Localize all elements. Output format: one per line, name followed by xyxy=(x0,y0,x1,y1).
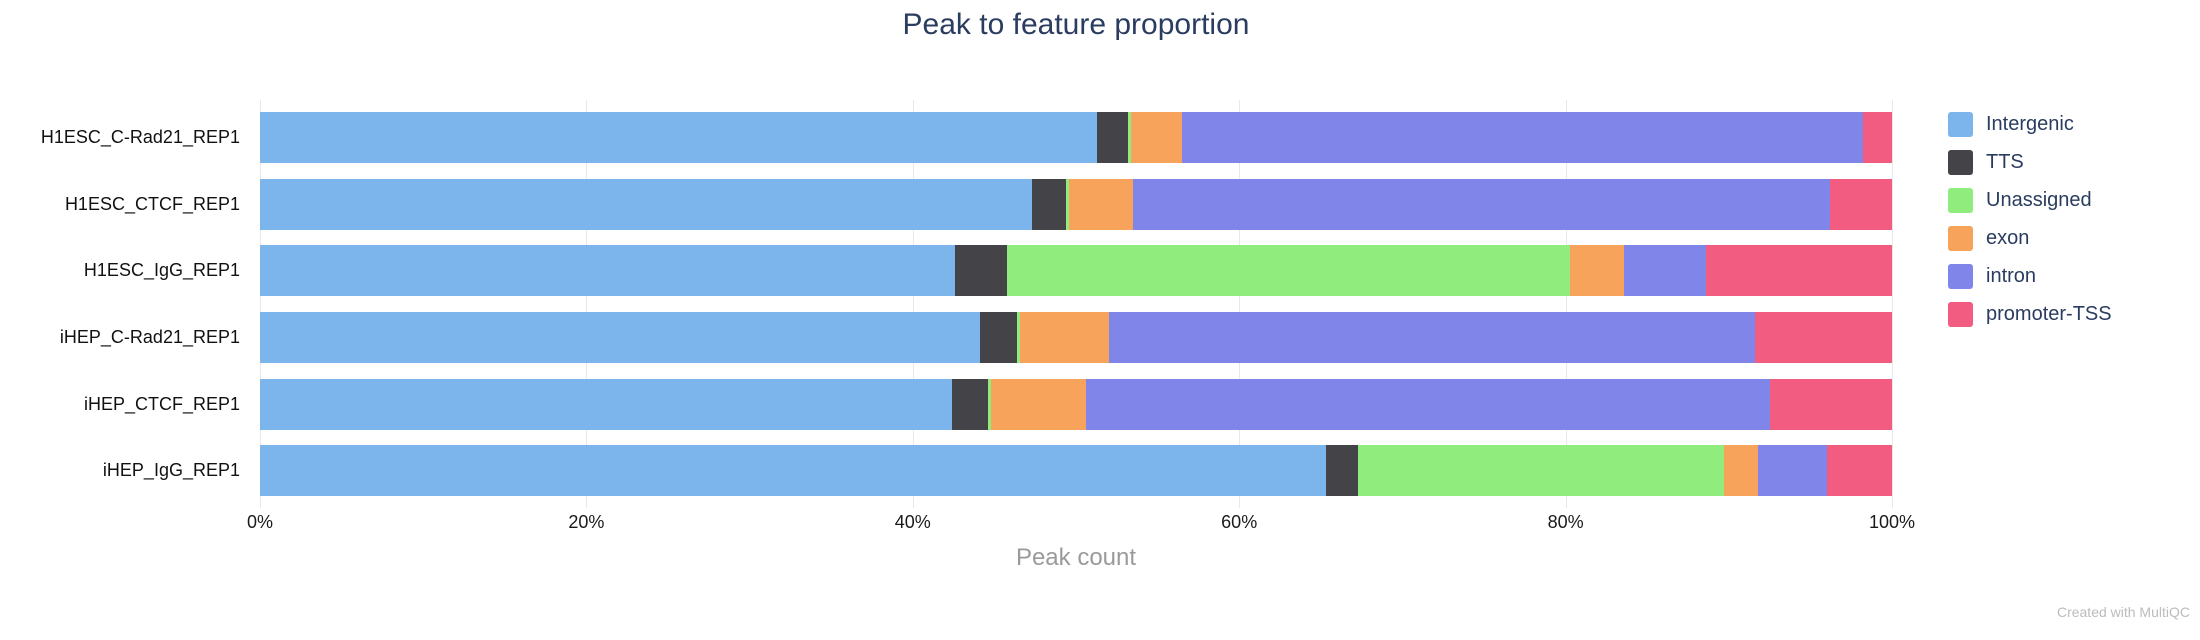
bar-segment[interactable] xyxy=(1031,178,1067,230)
gridline xyxy=(260,100,261,508)
gridline xyxy=(1565,100,1567,508)
bar-segment[interactable] xyxy=(260,378,952,430)
legend-item-intergenic[interactable]: Intergenic xyxy=(1948,112,2112,137)
bar-rows xyxy=(260,104,1892,504)
bar-segment[interactable] xyxy=(1108,311,1755,363)
y-axis-labels: H1ESC_C-Rad21_REP1 H1ESC_CTCF_REP1 H1ESC_I… xyxy=(0,104,248,504)
legend-swatch xyxy=(1948,188,1973,213)
bar-segment[interactable] xyxy=(1007,245,1571,297)
bar-segment[interactable] xyxy=(987,378,992,430)
bar-segment[interactable] xyxy=(1754,311,1892,363)
bar-segment[interactable] xyxy=(979,311,1018,363)
x-axis-tick-label: 40% xyxy=(894,512,931,532)
bar-segment[interactable] xyxy=(991,378,1086,430)
legend-swatch xyxy=(1948,226,1973,251)
gridline xyxy=(1892,100,1893,508)
y-axis-label: H1ESC_CTCF_REP1 xyxy=(64,193,240,214)
bar-segment[interactable] xyxy=(1769,378,1892,430)
legend-item-unassigned[interactable]: Unassigned xyxy=(1948,188,2112,213)
bar-row xyxy=(260,437,1892,504)
x-axis-tick-label: 0% xyxy=(246,512,274,532)
bar-row xyxy=(260,371,1892,438)
gridline xyxy=(912,100,914,508)
bar-row xyxy=(260,104,1892,171)
legend-label: promoter-TSS xyxy=(1986,303,2112,325)
y-axis-label: iHEP_IgG_REP1 xyxy=(102,460,240,481)
bar-segment[interactable] xyxy=(260,111,1098,163)
stacked-bar xyxy=(260,245,1892,297)
legend-label: Intergenic xyxy=(1986,113,2074,135)
chart-title: Peak to feature proportion xyxy=(902,8,1250,41)
multiqc-credit: Created with MultiQC xyxy=(2056,604,2190,620)
gridline xyxy=(586,100,588,508)
x-axis-title: Peak count xyxy=(1015,544,1137,571)
bar-segment[interactable] xyxy=(955,245,1008,297)
bar-segment[interactable] xyxy=(1128,111,1132,163)
legend-label: intron xyxy=(1986,265,2037,287)
bar-segment[interactable] xyxy=(951,378,988,430)
gridline xyxy=(1239,100,1241,508)
bar-segment[interactable] xyxy=(260,245,956,297)
bar-segment[interactable] xyxy=(1020,311,1109,363)
bar-segment[interactable] xyxy=(260,178,1032,230)
bar-segment[interactable] xyxy=(260,311,980,363)
bar-segment[interactable] xyxy=(1723,445,1759,497)
y-axis-label: H1ESC_IgG_REP1 xyxy=(83,260,240,281)
legend-item-tts[interactable]: TTS xyxy=(1948,150,2112,175)
legend-swatch xyxy=(1948,302,1973,327)
legend-swatch xyxy=(1948,112,1973,137)
bar-segment[interactable] xyxy=(1570,245,1625,297)
x-axis-tick-label: 100% xyxy=(1868,512,1916,532)
bar-segment[interactable] xyxy=(1069,178,1134,230)
legend-label: Unassigned xyxy=(1986,189,2092,211)
bar-segment[interactable] xyxy=(1097,111,1129,163)
x-axis-tick-label: 20% xyxy=(568,512,605,532)
legend-item-exon[interactable]: exon xyxy=(1948,226,2112,251)
legend-item-promoter-tss[interactable]: promoter-TSS xyxy=(1948,302,2112,327)
bar-row xyxy=(260,304,1892,371)
bar-segment[interactable] xyxy=(1624,245,1706,297)
y-axis-label: H1ESC_C-Rad21_REP1 xyxy=(40,126,240,147)
bar-segment[interactable] xyxy=(1705,245,1892,297)
bar-segment[interactable] xyxy=(1826,445,1892,497)
legend-swatch xyxy=(1948,264,1973,289)
x-axis-tick-label: 60% xyxy=(1221,512,1258,532)
bar-row xyxy=(260,237,1892,304)
stacked-bar xyxy=(260,178,1892,230)
stacked-bar xyxy=(260,445,1892,497)
bar-segment[interactable] xyxy=(1358,445,1724,497)
legend-label: exon xyxy=(1986,227,2030,249)
legend: Intergenic TTS Unassigned exon intron promote… xyxy=(1948,112,2112,327)
bar-segment[interactable] xyxy=(260,445,1326,497)
bar-segment[interactable] xyxy=(1182,111,1863,163)
stacked-bar xyxy=(260,111,1892,163)
legend-item-intron[interactable]: intron xyxy=(1948,264,2112,289)
legend-swatch xyxy=(1948,150,1973,175)
bar-segment[interactable] xyxy=(1017,311,1021,363)
x-axis-tick-label: 80% xyxy=(1547,512,1584,532)
stacked-bar xyxy=(260,378,1892,430)
y-axis-label: iHEP_C-Rad21_REP1 xyxy=(59,326,240,347)
bar-segment[interactable] xyxy=(1325,445,1359,497)
plot-area xyxy=(260,100,1893,508)
bar-segment[interactable] xyxy=(1133,178,1830,230)
bar-segment[interactable] xyxy=(1131,111,1183,163)
bar-row xyxy=(260,171,1892,238)
y-axis-label: iHEP_CTCF_REP1 xyxy=(83,393,240,414)
stacked-bar xyxy=(260,311,1892,363)
legend-label: TTS xyxy=(1986,151,2024,173)
x-axis-ticks: 0% 20% 40% 60% 80% 100% xyxy=(247,512,1915,536)
bar-segment[interactable] xyxy=(1066,178,1070,230)
bar-segment[interactable] xyxy=(1829,178,1892,230)
bar-segment[interactable] xyxy=(1862,111,1892,163)
bar-segment[interactable] xyxy=(1085,378,1770,430)
bar-segment[interactable] xyxy=(1758,445,1827,497)
